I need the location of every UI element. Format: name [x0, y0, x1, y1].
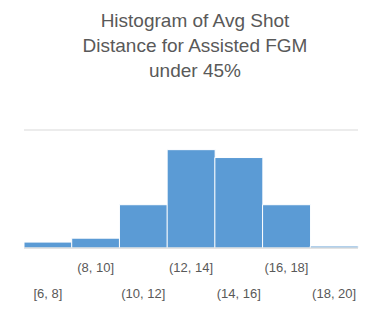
svg-text:(14, 16]: (14, 16]	[217, 286, 261, 301]
svg-text:(8, 10]: (8, 10]	[77, 260, 114, 275]
svg-text:[6, 8]: [6, 8]	[33, 286, 62, 301]
svg-text:(18, 20]: (18, 20]	[312, 286, 356, 301]
svg-text:(12, 14]: (12, 14]	[169, 260, 213, 275]
svg-text:(16, 18]: (16, 18]	[264, 260, 308, 275]
html-text:Histogram of Avg Shot Distance: Histogram of Avg Shot Distance for Assis…	[82, 10, 308, 81]
svg-text:(10, 12]: (10, 12]	[121, 286, 165, 301]
